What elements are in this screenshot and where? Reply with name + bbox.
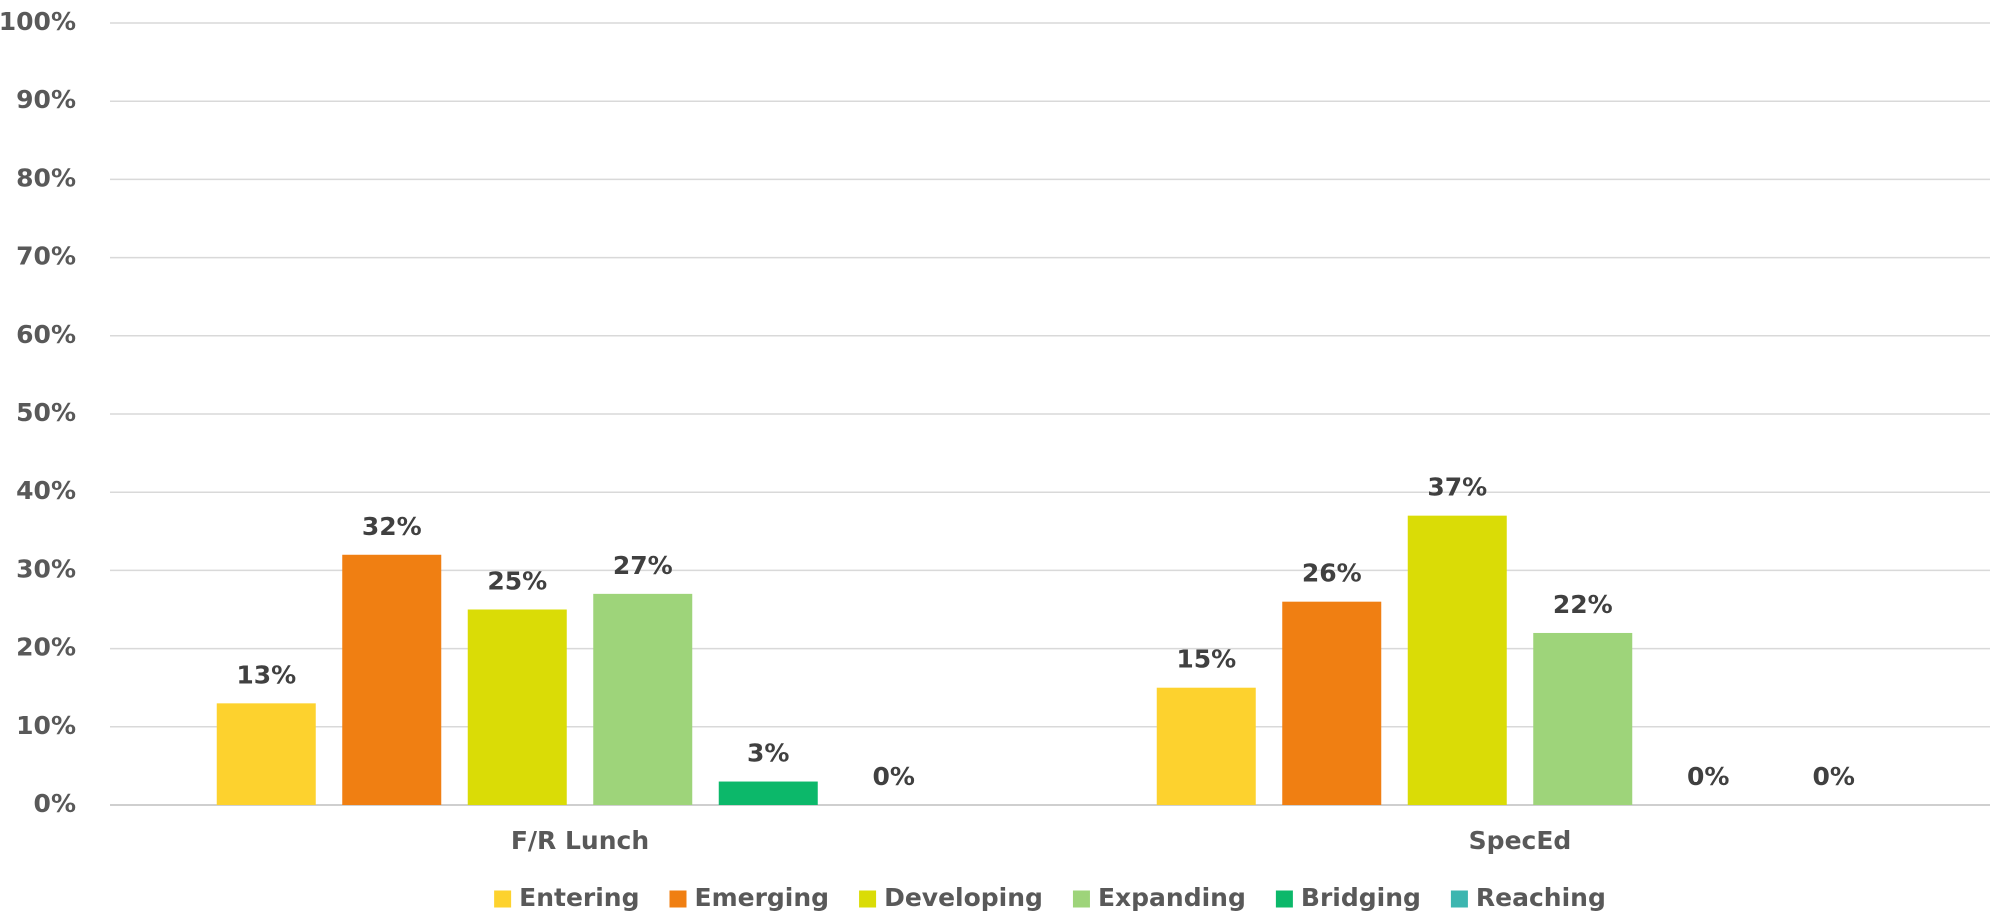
y-tick-label: 70% xyxy=(16,242,76,271)
y-tick-label: 40% xyxy=(16,476,76,505)
y-tick-label: 50% xyxy=(16,398,76,427)
legend-label: Bridging xyxy=(1301,883,1421,912)
y-tick-label: 100% xyxy=(0,7,76,36)
bar xyxy=(216,703,316,805)
data-label: 25% xyxy=(487,567,547,596)
legend-label: Developing xyxy=(884,883,1043,912)
bar xyxy=(1407,515,1507,805)
legend-swatch xyxy=(494,890,512,908)
legend-label: Expanding xyxy=(1098,883,1246,912)
x-tick-label: SpecEd xyxy=(1469,826,1572,855)
y-tick-label: 30% xyxy=(16,554,76,583)
legend-label: Emerging xyxy=(695,883,830,912)
data-label: 22% xyxy=(1553,590,1613,619)
y-tick-label: 60% xyxy=(16,320,76,349)
y-tick-label: 20% xyxy=(16,633,76,662)
legend-swatch xyxy=(669,890,687,908)
data-label: 3% xyxy=(747,739,789,768)
bar xyxy=(1533,632,1633,805)
bar xyxy=(1282,601,1382,805)
x-tick-label: F/R Lunch xyxy=(511,826,649,855)
bar xyxy=(467,609,567,805)
y-tick-label: 0% xyxy=(34,789,76,818)
data-label: 0% xyxy=(1813,762,1855,791)
data-label: 13% xyxy=(236,660,296,689)
data-label: 37% xyxy=(1427,473,1487,502)
data-label: 0% xyxy=(873,762,915,791)
y-tick-label: 90% xyxy=(16,85,76,114)
legend-swatch xyxy=(1072,890,1090,908)
bar xyxy=(1156,687,1256,805)
data-label: 26% xyxy=(1302,559,1362,588)
data-label: 0% xyxy=(1687,762,1729,791)
bar xyxy=(718,781,818,805)
legend: Entering Emerging Developing Expanding Bridg… xyxy=(494,883,1606,912)
legend-label: Reaching xyxy=(1476,883,1606,912)
bar xyxy=(593,593,693,805)
data-label: 15% xyxy=(1176,645,1236,674)
legend-swatch xyxy=(859,890,877,908)
bar xyxy=(342,554,442,805)
legend-swatch xyxy=(1450,890,1468,908)
legend-label: Entering xyxy=(519,883,639,912)
y-tick-label: 80% xyxy=(16,163,76,192)
y-tick-label: 10% xyxy=(16,711,76,740)
data-label: 32% xyxy=(362,512,422,541)
data-label: 27% xyxy=(613,551,673,580)
legend-swatch xyxy=(1275,890,1293,908)
